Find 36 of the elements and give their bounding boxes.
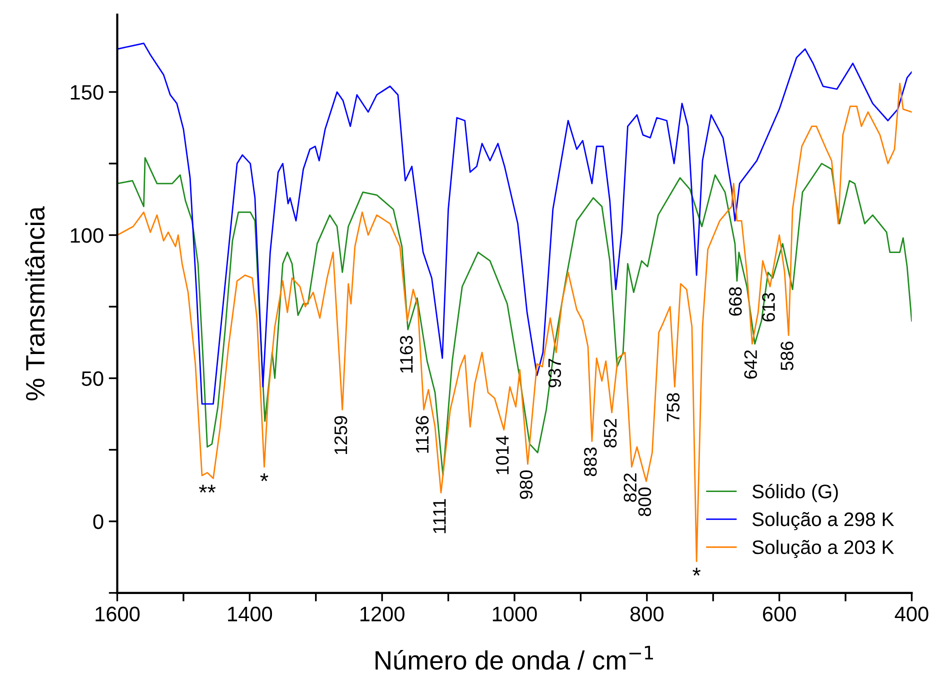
annotation: 642	[744, 350, 758, 379]
annotation: *	[692, 568, 701, 576]
x-axis-title: Número de onda / cm$^{−1}$	[376, 646, 653, 670]
x-tick-label: 1000	[492, 606, 537, 622]
x-tick-label: 800	[630, 606, 664, 622]
y-tick-label: 0	[93, 514, 104, 530]
annotation: **	[199, 484, 216, 493]
x-tick-label: 1200	[360, 606, 404, 622]
annotation: 1259	[334, 416, 348, 454]
y-tick-label: 100	[70, 228, 104, 243]
legend-label: Solução a 298 K	[752, 512, 894, 530]
annotation: 613	[762, 292, 775, 322]
annotation: 1014	[496, 436, 509, 474]
line-series	[117, 82, 912, 562]
x-tick-label: 600	[763, 606, 796, 622]
annotation: 758	[666, 393, 680, 422]
annotation: 980	[520, 470, 533, 499]
x-tick-label: 1400	[228, 606, 272, 622]
annotation: 800	[638, 488, 652, 516]
y-tick-label: 50	[82, 371, 104, 386]
annotation: *	[260, 473, 268, 482]
y-tick-label: 150	[70, 84, 104, 100]
annotation: 883	[584, 448, 597, 476]
annotation: 937	[548, 358, 562, 388]
legend-label: Sólido (G)	[752, 484, 838, 502]
annotation: 586	[780, 342, 794, 370]
x-tick-label: 400	[894, 606, 928, 622]
annotation: 668	[729, 287, 742, 316]
annotation: 1163	[400, 336, 413, 373]
annotation: 1111	[433, 499, 446, 534]
y-axis-title: % Transmitância	[25, 206, 45, 400]
legend-label: Solução a 203 K	[752, 540, 894, 558]
annotation: 1136	[416, 416, 429, 453]
annotation: 852	[604, 419, 617, 448]
x-tick-label: 1600	[96, 606, 140, 622]
annotation: 822	[624, 473, 637, 502]
